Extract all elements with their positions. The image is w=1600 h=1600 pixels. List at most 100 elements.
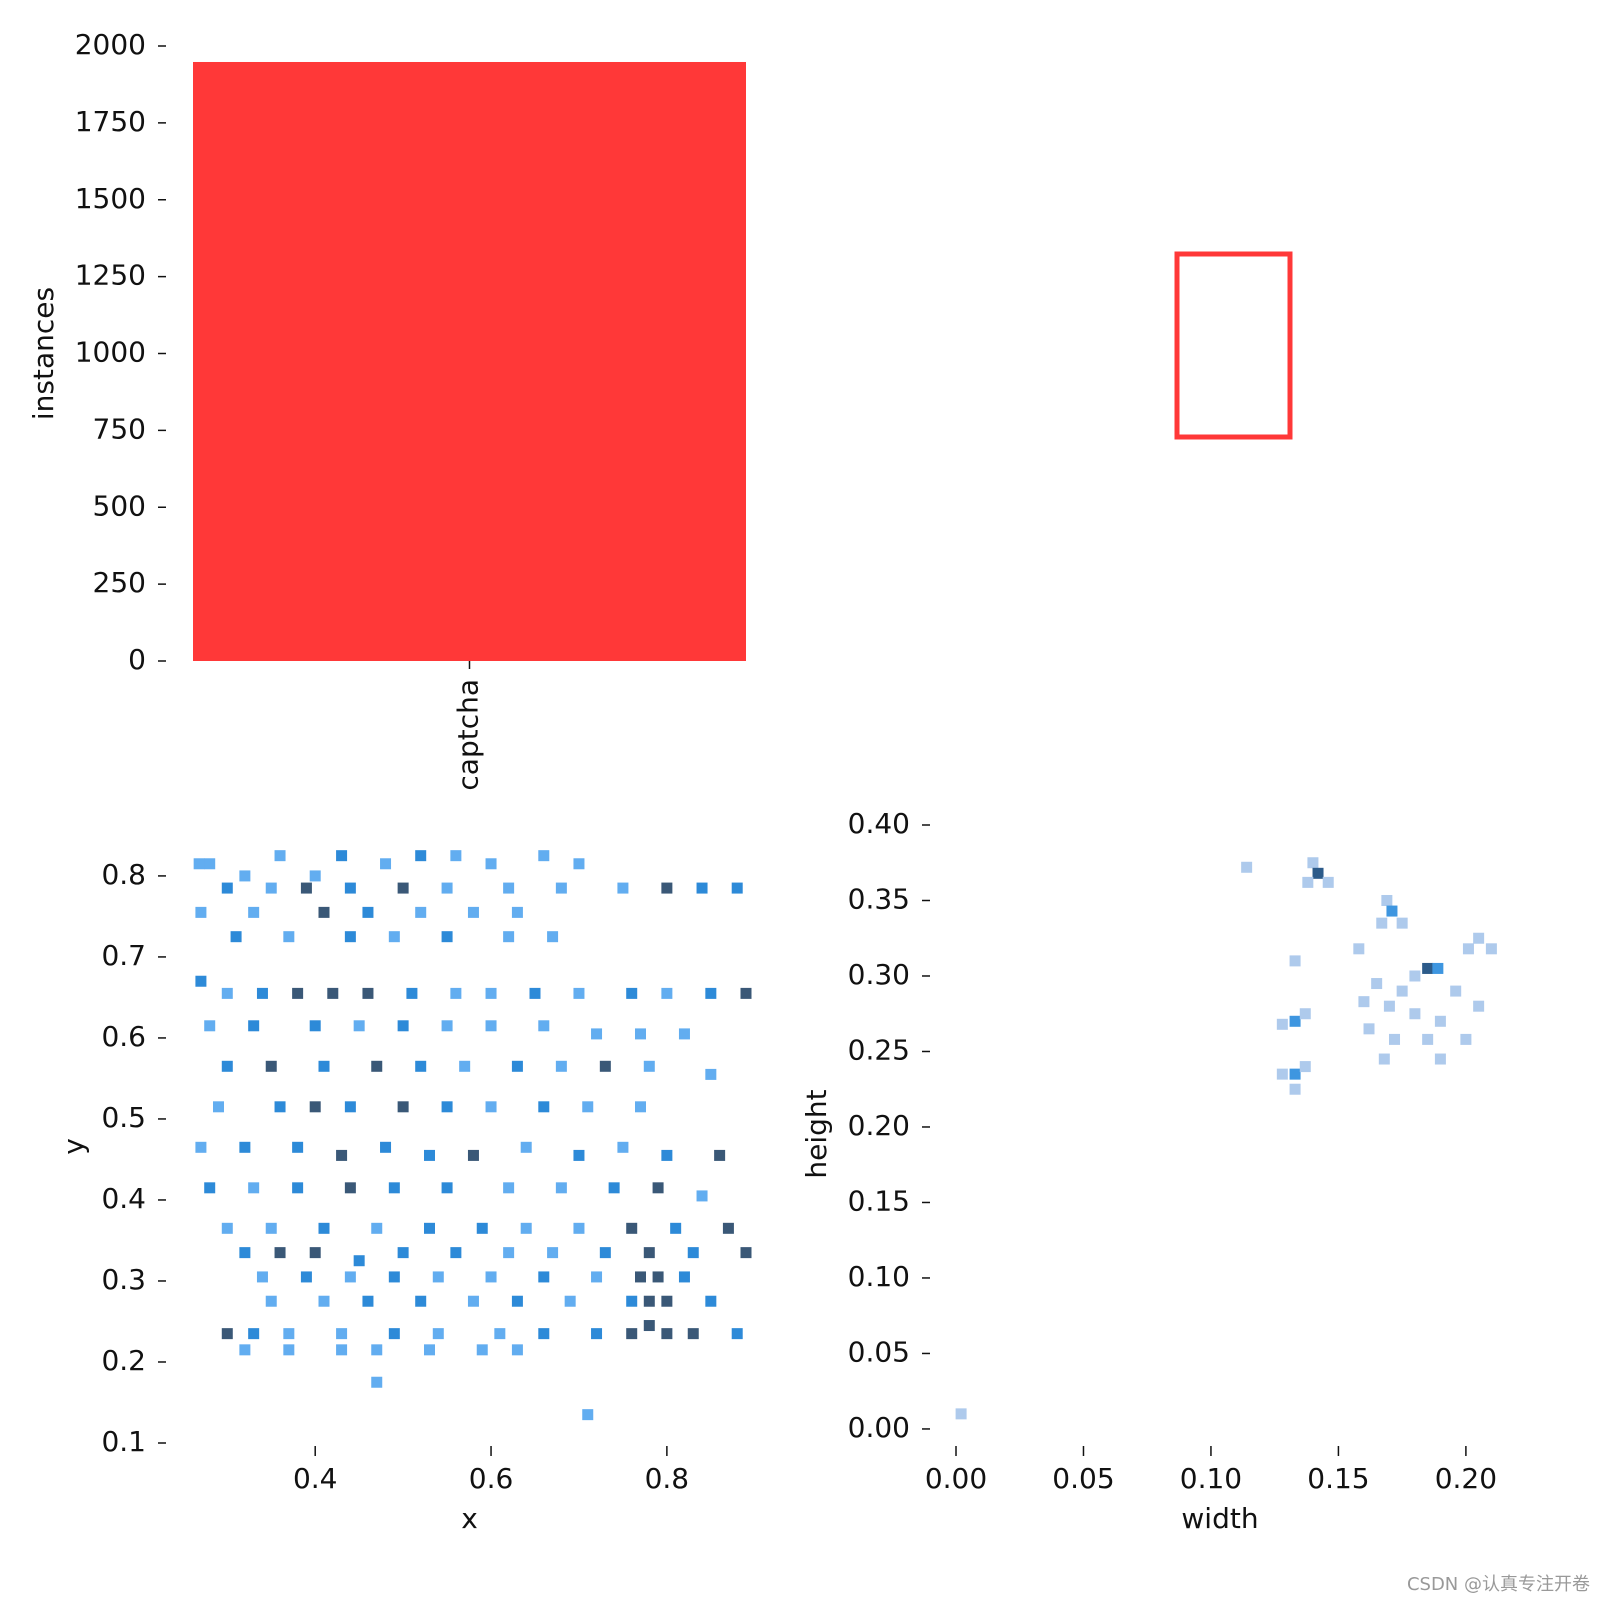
hist-cell [661, 987, 673, 999]
hist-cell [432, 1328, 444, 1340]
hist-cell [1299, 1061, 1311, 1073]
hist-cell [740, 987, 752, 999]
hist-cell [204, 1020, 216, 1032]
hist-cell [573, 1149, 585, 1161]
hist-cell [740, 1247, 752, 1259]
hist-cell [221, 1222, 233, 1234]
hist-cell [591, 1271, 603, 1283]
hist-cell [476, 1344, 488, 1356]
hist-cell [441, 882, 453, 894]
hist-cell [195, 975, 207, 987]
hist-cell [1363, 1023, 1375, 1035]
bar [193, 61, 746, 662]
hist-cell [1462, 943, 1474, 955]
hist-cell [652, 1271, 664, 1283]
hist-cell [485, 987, 497, 999]
hist-cell [336, 1149, 348, 1161]
hist-cell [731, 882, 743, 894]
hist-cell [1432, 962, 1444, 974]
hist-cell [626, 987, 638, 999]
y-tick-label: 750 [93, 412, 146, 445]
y-tick-label: 2000 [75, 28, 146, 61]
hist-cell [1396, 917, 1408, 929]
hist-cell [441, 1020, 453, 1032]
hist-cell [336, 850, 348, 862]
x-tick-label: 0.20 [1435, 1462, 1497, 1495]
hist-cell [362, 906, 374, 918]
hist-cell [1422, 1033, 1434, 1045]
hist-cell [309, 1247, 321, 1259]
hist-cell [1383, 1000, 1395, 1012]
label-box [1174, 251, 1293, 440]
hist-cell [195, 906, 207, 918]
hist-cell [1422, 962, 1434, 974]
hist-cell [327, 987, 339, 999]
hist-cell [1378, 1053, 1390, 1065]
hist-cell [617, 1141, 629, 1153]
hist-cell [344, 931, 356, 943]
hist-cell [204, 858, 216, 870]
y-tick-label: 0.15 [848, 1184, 910, 1217]
y-tick-label: 0.05 [848, 1335, 910, 1368]
hist-cell [485, 1271, 497, 1283]
y-tick-label: 1750 [75, 105, 146, 138]
hist-cell [1434, 1015, 1446, 1027]
hist-cell [423, 1344, 435, 1356]
hist-cell [230, 931, 242, 943]
hist-cell [336, 1344, 348, 1356]
hist-cell [573, 858, 585, 870]
hist-cell [344, 1271, 356, 1283]
hist-cell [1353, 943, 1365, 955]
y-tick-label: 0.5 [101, 1101, 146, 1134]
hist-cell [555, 882, 567, 894]
hist-cell [1434, 1053, 1446, 1065]
hist-cell [265, 882, 277, 894]
hist-cell [380, 858, 392, 870]
hist-cell [362, 987, 374, 999]
y-tick-label: 0.6 [101, 1020, 146, 1053]
hist-cell [573, 987, 585, 999]
hist-cell [722, 1222, 734, 1234]
hist-cell [283, 1344, 295, 1356]
hist-cell [494, 1328, 506, 1340]
hist-cell [467, 1295, 479, 1307]
hist-cell [239, 1141, 251, 1153]
hist-cell [511, 1060, 523, 1072]
y-tick-label: 0.35 [848, 882, 910, 915]
hist-cell [731, 1328, 743, 1340]
hist-cell [292, 1182, 304, 1194]
hist-cell [459, 1060, 471, 1072]
hist-cell [248, 906, 260, 918]
hist-cell [520, 1222, 532, 1234]
hist-cell [274, 850, 286, 862]
hist-cell [626, 1295, 638, 1307]
hist-cell [485, 1020, 497, 1032]
hist-cell [511, 1295, 523, 1307]
hist-cell [406, 987, 418, 999]
hist-cell [529, 987, 541, 999]
hist-cell [599, 1060, 611, 1072]
hist-cell [193, 858, 205, 870]
hist-cell [1460, 1033, 1472, 1045]
hist-cell [362, 1295, 374, 1307]
hist-cell [538, 1020, 550, 1032]
hist-cell [371, 1060, 383, 1072]
hist-cell [380, 1141, 392, 1153]
hist-cell [1450, 985, 1462, 997]
hist-cell [599, 1247, 611, 1259]
y-tick-label: 0.00 [848, 1411, 910, 1444]
hist-cell [283, 1328, 295, 1340]
hist-cell [388, 1182, 400, 1194]
hist-cell [538, 850, 550, 862]
hist-cell [397, 1247, 409, 1259]
hist-cell [344, 882, 356, 894]
hist-cell [634, 1271, 646, 1283]
hist-cell [371, 1222, 383, 1234]
hist-cell [388, 1328, 400, 1340]
hist-cell [643, 1060, 655, 1072]
hist-cell [714, 1149, 726, 1161]
hist-cell [1389, 1033, 1401, 1045]
y-tick-label: 0.3 [101, 1263, 146, 1296]
hist-cell [441, 1101, 453, 1113]
